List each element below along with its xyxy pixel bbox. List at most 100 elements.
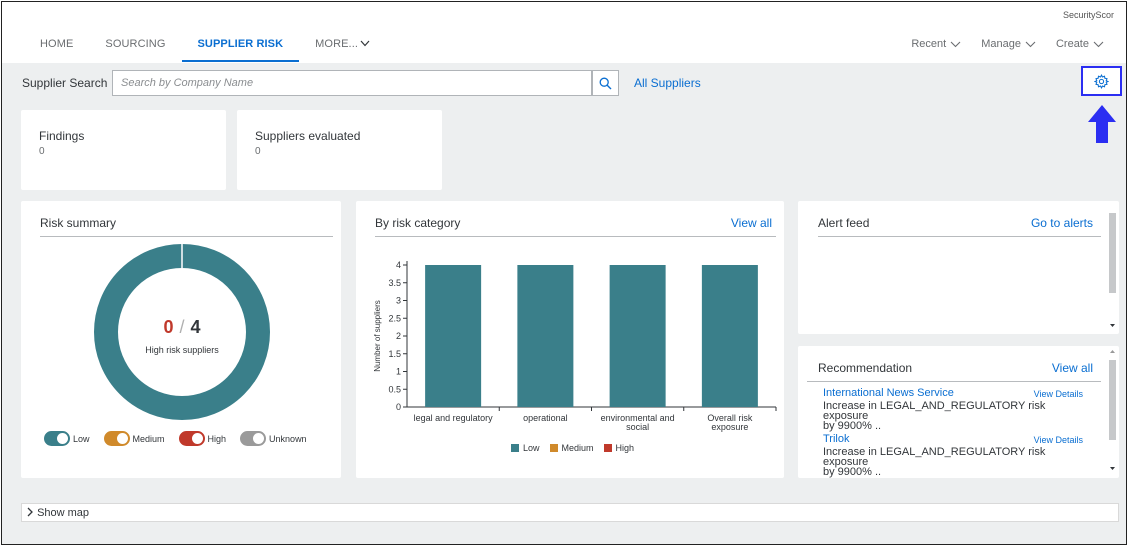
risk-category-title: By risk category bbox=[375, 216, 461, 230]
toggle-switch-low bbox=[44, 431, 70, 446]
suppliers-evaluated-value: 0 bbox=[255, 146, 261, 157]
all-suppliers-link[interactable]: All Suppliers bbox=[634, 76, 701, 90]
recommendation-supplier-link[interactable]: Trilok bbox=[823, 433, 850, 445]
y-tick-label: 1.5 bbox=[388, 349, 401, 359]
view-all-recommendations-link[interactable]: View all bbox=[1051, 361, 1093, 375]
high-risk-subtitle: High risk suppliers bbox=[145, 345, 219, 355]
toggle-high[interactable]: High bbox=[178, 431, 227, 446]
toggle-low[interactable]: Low bbox=[44, 431, 90, 446]
risk-category-card: By risk category View all Number of supp… bbox=[356, 201, 784, 478]
toggle-low-label: Low bbox=[73, 433, 90, 444]
scroll-up-icon[interactable] bbox=[1108, 348, 1117, 354]
chevron-down-icon bbox=[1093, 41, 1104, 47]
tab-home-label: HOME bbox=[40, 38, 74, 50]
tab-sourcing[interactable]: SOURCING bbox=[89, 24, 181, 62]
legend-high-label: High bbox=[615, 443, 635, 453]
settings-button[interactable] bbox=[1081, 66, 1122, 96]
recommendation-text-line1: Increase in LEGAL_AND_REGULATORY risk ex… bbox=[823, 446, 1046, 468]
recommendation-item: International News Service View Details … bbox=[823, 387, 1083, 432]
alert-feed-card: Alert feed Go to alerts bbox=[798, 201, 1119, 334]
arrow-up-icon bbox=[1088, 105, 1116, 143]
tab-more[interactable]: MORE... bbox=[299, 24, 386, 62]
gear-icon bbox=[1094, 73, 1109, 89]
recommendation-text: Increase in LEGAL_AND_REGULATORY risk ex… bbox=[823, 400, 1083, 432]
toggle-switch-medium bbox=[103, 431, 130, 446]
supplier-search-bar: Supplier Search All Suppliers bbox=[2, 63, 1126, 103]
search-input[interactable] bbox=[112, 70, 592, 96]
legend-high: High bbox=[603, 443, 635, 453]
findings-value: 0 bbox=[39, 146, 45, 157]
high-risk-ratio: 0/4 bbox=[94, 317, 270, 338]
bar-low[interactable] bbox=[517, 265, 574, 407]
x-tick-label: legal and regulatory bbox=[414, 413, 494, 423]
suppliers-evaluated-card[interactable]: Suppliers evaluated 0 bbox=[237, 110, 442, 190]
recommendation-card: Recommendation View all International Ne… bbox=[798, 346, 1119, 478]
menu-manage[interactable]: Manage bbox=[971, 24, 1046, 62]
y-tick-label: 1 bbox=[396, 367, 401, 377]
alert-feed-title: Alert feed bbox=[818, 216, 870, 230]
x-tick-label: operational bbox=[523, 413, 568, 423]
legend-medium: Medium bbox=[549, 443, 594, 453]
legend-low: Low bbox=[511, 443, 540, 453]
menu-recent-label: Recent bbox=[911, 38, 947, 50]
chevron-right-icon bbox=[27, 507, 33, 517]
show-map-label: Show map bbox=[37, 507, 90, 519]
recommendation-scrollbar[interactable] bbox=[1108, 348, 1117, 476]
bar-low[interactable] bbox=[701, 265, 758, 407]
menu-create-label: Create bbox=[1055, 38, 1089, 50]
alert-feed-scrollbar[interactable] bbox=[1108, 211, 1117, 333]
y-tick-label: 2 bbox=[396, 331, 401, 341]
donut-svg bbox=[94, 244, 270, 420]
scrollbar-thumb[interactable] bbox=[1109, 360, 1116, 440]
bar-low[interactable] bbox=[609, 265, 666, 407]
menu-manage-label: Manage bbox=[981, 38, 1021, 50]
recommendation-text-line2: by 9900% .. bbox=[823, 466, 882, 478]
legend-medium-label: Medium bbox=[561, 443, 594, 453]
recommendation-title: Recommendation bbox=[818, 361, 913, 375]
y-axis-label: Number of suppliers bbox=[373, 300, 382, 372]
recommendation-text-line1: Increase in LEGAL_AND_REGULATORY risk ex… bbox=[823, 400, 1046, 422]
menu-recent[interactable]: Recent bbox=[901, 24, 971, 62]
search-icon bbox=[599, 77, 612, 89]
show-map-toggle[interactable]: Show map bbox=[21, 503, 1119, 522]
scroll-down-icon[interactable] bbox=[1108, 323, 1117, 329]
risk-donut-chart[interactable]: 0/4 High risk suppliers bbox=[94, 244, 270, 420]
recommendation-text: Increase in LEGAL_AND_REGULATORY risk ex… bbox=[823, 446, 1083, 478]
brand-label: SecurityScor bbox=[1062, 10, 1114, 20]
suppliers-evaluated-title: Suppliers evaluated bbox=[255, 129, 361, 143]
legend-low-label: Low bbox=[523, 443, 540, 453]
toggle-switch-high bbox=[178, 431, 205, 446]
toggle-unknown[interactable]: Unknown bbox=[240, 431, 307, 446]
toggle-high-label: High bbox=[207, 433, 227, 444]
bar-low[interactable] bbox=[425, 265, 482, 407]
chevron-down-icon bbox=[360, 38, 370, 50]
view-all-categories-link[interactable]: View all bbox=[730, 216, 772, 230]
divider bbox=[807, 381, 1101, 382]
risk-summary-card: Risk summary 0/4 High risk suppliers Low… bbox=[21, 201, 341, 478]
scroll-down-icon[interactable] bbox=[1108, 466, 1117, 472]
risk-category-bar-chart: Number of suppliers 0 0.5 1 1.5 2 2.5 3 3.5 4 lega… bbox=[373, 260, 777, 432]
menu-create[interactable]: Create bbox=[1046, 24, 1114, 62]
risk-summary-title: Risk summary bbox=[40, 216, 117, 230]
risk-filter-toggles: Low Medium High Unknown bbox=[44, 431, 321, 446]
recommendation-supplier-link[interactable]: International News Service bbox=[823, 387, 954, 399]
y-tick-label: 0.5 bbox=[388, 384, 401, 394]
tab-supplier-risk[interactable]: SUPPLIER RISK bbox=[181, 24, 300, 62]
tab-supplier-risk-label: SUPPLIER RISK bbox=[197, 38, 284, 50]
x-tick-label: environmental and bbox=[601, 413, 675, 423]
go-to-alerts-link[interactable]: Go to alerts bbox=[1030, 216, 1093, 230]
high-risk-count: 0 bbox=[163, 317, 174, 337]
x-tick-label: exposure bbox=[711, 422, 748, 432]
toggle-medium[interactable]: Medium bbox=[103, 431, 165, 446]
x-tick-label: social bbox=[626, 422, 649, 432]
search-button[interactable] bbox=[592, 70, 619, 96]
tab-sourcing-label: SOURCING bbox=[105, 38, 166, 50]
tab-home[interactable]: HOME bbox=[24, 24, 89, 62]
findings-title: Findings bbox=[39, 129, 85, 143]
scrollbar-thumb[interactable] bbox=[1109, 213, 1116, 293]
donut-center: 0/4 High risk suppliers bbox=[94, 317, 270, 355]
findings-card[interactable]: Findings 0 bbox=[21, 110, 226, 190]
view-details-link[interactable]: View Details bbox=[1033, 389, 1083, 399]
view-details-link[interactable]: View Details bbox=[1033, 435, 1083, 445]
